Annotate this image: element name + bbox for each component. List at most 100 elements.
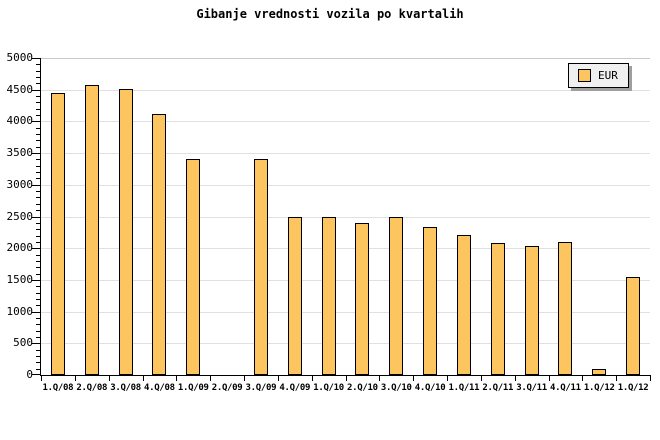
y-minor-tick [36,165,40,167]
bar [423,227,437,375]
y-gridline [41,216,650,218]
y-minor-tick [36,70,40,72]
y-minor-tick [36,83,40,85]
x-axis-tick [311,375,313,381]
bar [119,89,133,375]
x-axis-tick [650,375,651,381]
x-axis-label: 1.Q/11 [448,383,480,393]
y-major-tick [32,58,40,59]
y-minor-tick [36,178,40,180]
y-minor-tick [36,210,40,212]
y-major-tick [32,184,40,186]
y-axis-label: 1000 [6,304,34,318]
y-minor-tick [36,159,40,161]
bar [626,277,640,375]
y-axis-label: 4500 [6,82,34,96]
x-axis-label: 4.Q/11 [550,383,581,393]
y-minor-tick [36,102,40,104]
y-major-tick [32,153,40,155]
y-major-tick [32,311,40,313]
bar [186,159,200,375]
y-minor-tick [36,115,40,117]
y-axis-label: 3000 [6,177,34,191]
x-axis-label: 1.Q/12 [617,383,649,393]
x-axis-tick [514,375,516,381]
y-minor-tick [36,273,40,275]
x-axis-tick [413,375,415,381]
y-axis-label: 2000 [6,241,34,255]
y-minor-tick [36,127,40,129]
y-gridline [41,184,650,186]
y-minor-tick [36,292,40,294]
bar [355,223,369,375]
y-minor-tick [36,254,40,256]
y-axis-label: 4000 [6,114,34,128]
x-axis-tick [379,375,381,381]
y-major-tick [32,121,40,123]
y-minor-tick [36,229,40,231]
x-axis-tick [345,375,347,381]
x-axis-label: 3.Q/09 [245,383,277,393]
bar [525,246,539,375]
y-minor-tick [36,267,40,269]
y-axis-label: 1500 [6,272,34,286]
bar [85,85,99,375]
y-major-tick [32,343,40,345]
y-major-tick [32,89,40,91]
y-minor-tick [36,203,40,205]
y-minor-tick [36,336,40,338]
x-axis-label: 1.Q/09 [177,383,209,393]
y-minor-tick [36,140,40,142]
x-axis-tick [41,375,42,381]
y-gridline [41,311,650,313]
x-axis-label: 2.Q/08 [76,383,108,393]
y-gridline [41,121,650,123]
y-minor-tick [36,305,40,307]
y-major-tick [32,248,40,250]
y-minor-tick [36,146,40,148]
bar [592,369,606,375]
bar [558,242,572,375]
x-axis-label: 2.Q/10 [347,383,378,393]
x-axis-tick [277,375,279,381]
x-axis-tick [210,375,212,381]
y-gridline [41,153,650,155]
y-minor-tick [36,317,40,319]
x-axis-tick [108,375,110,381]
x-axis-label: 4.Q/09 [279,383,311,393]
x-axis-label: 3.Q/08 [110,383,141,393]
y-axis-label: 3500 [6,146,34,160]
y-minor-tick [36,286,40,288]
y-minor-tick [36,222,40,224]
y-minor-tick [36,260,40,262]
y-minor-tick [36,362,40,364]
y-gridline [41,89,650,91]
y-axis-label: 5000 [6,51,34,64]
y-minor-tick [36,324,40,326]
x-axis-label: 1.Q/12 [583,383,615,393]
x-axis-label: 2.Q/11 [482,383,514,393]
bar [389,217,403,375]
y-minor-tick [36,235,40,237]
y-gridline [41,343,650,345]
x-axis-tick [480,375,482,381]
y-minor-tick [36,108,40,110]
bar [51,93,65,375]
x-axis-tick [176,375,178,381]
y-major-tick [32,374,40,375]
legend: EUR [568,63,629,88]
x-axis-label: 1.Q/08 [42,383,74,393]
bar [288,217,302,375]
x-axis-label: 4.Q/08 [144,383,175,393]
bar [457,235,471,375]
y-minor-tick [36,330,40,332]
y-major-tick [32,279,40,281]
y-minor-tick [36,241,40,243]
x-axis-label: 3.Q/11 [516,383,547,393]
x-axis-tick [74,375,76,381]
y-minor-tick [36,197,40,199]
y-axis-label: 500 [13,336,33,350]
y-minor-tick [36,355,40,357]
x-axis-tick [447,375,448,381]
